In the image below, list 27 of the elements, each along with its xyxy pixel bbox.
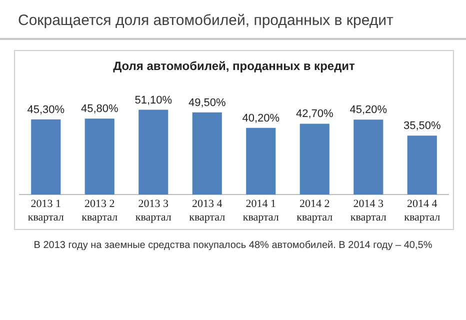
bar: [192, 112, 222, 195]
data-label: 45,80%: [80, 103, 118, 116]
data-label: 40,20%: [242, 112, 280, 124]
data-label: 51,10%: [134, 94, 172, 106]
bar: [407, 136, 437, 195]
x-tick-label: 2014 1 квартал: [242, 198, 280, 224]
x-tick-label: 2013 2 квартал: [82, 198, 118, 224]
data-label: 49,50%: [188, 96, 226, 109]
bar: [138, 110, 168, 195]
data-label: 45,20%: [350, 104, 388, 116]
text: В 2013 году на заемные средства покупалось 48% автомобилей. В 2014 году – 40,5%: [32, 240, 434, 251]
bar: [84, 118, 114, 195]
x-tick-label: 2014 2 квартал: [296, 198, 334, 224]
bar: [31, 119, 61, 195]
bar: [300, 124, 330, 195]
x-tick-label: 2014 3 квартал: [350, 198, 387, 224]
x-tick-label: 2013 3 квартал: [135, 198, 172, 224]
bar: [246, 128, 276, 195]
x-tick-label: 2013 4 квартал: [189, 198, 226, 224]
chart-title: Сокращается доля автомобилей, проданных в кредит: [18, 12, 394, 29]
bar: [354, 120, 384, 195]
data-label: 42,70%: [296, 108, 334, 120]
data-label: 35,50%: [403, 120, 441, 132]
x-tick-label: 2013 1 квартал: [28, 198, 64, 224]
x-tick-label: 2014 4 квартал: [404, 198, 441, 224]
chart-subtitle: Доля автомобилей, проданных в кредит: [112, 59, 356, 73]
data-label: 45,30%: [27, 104, 65, 116]
